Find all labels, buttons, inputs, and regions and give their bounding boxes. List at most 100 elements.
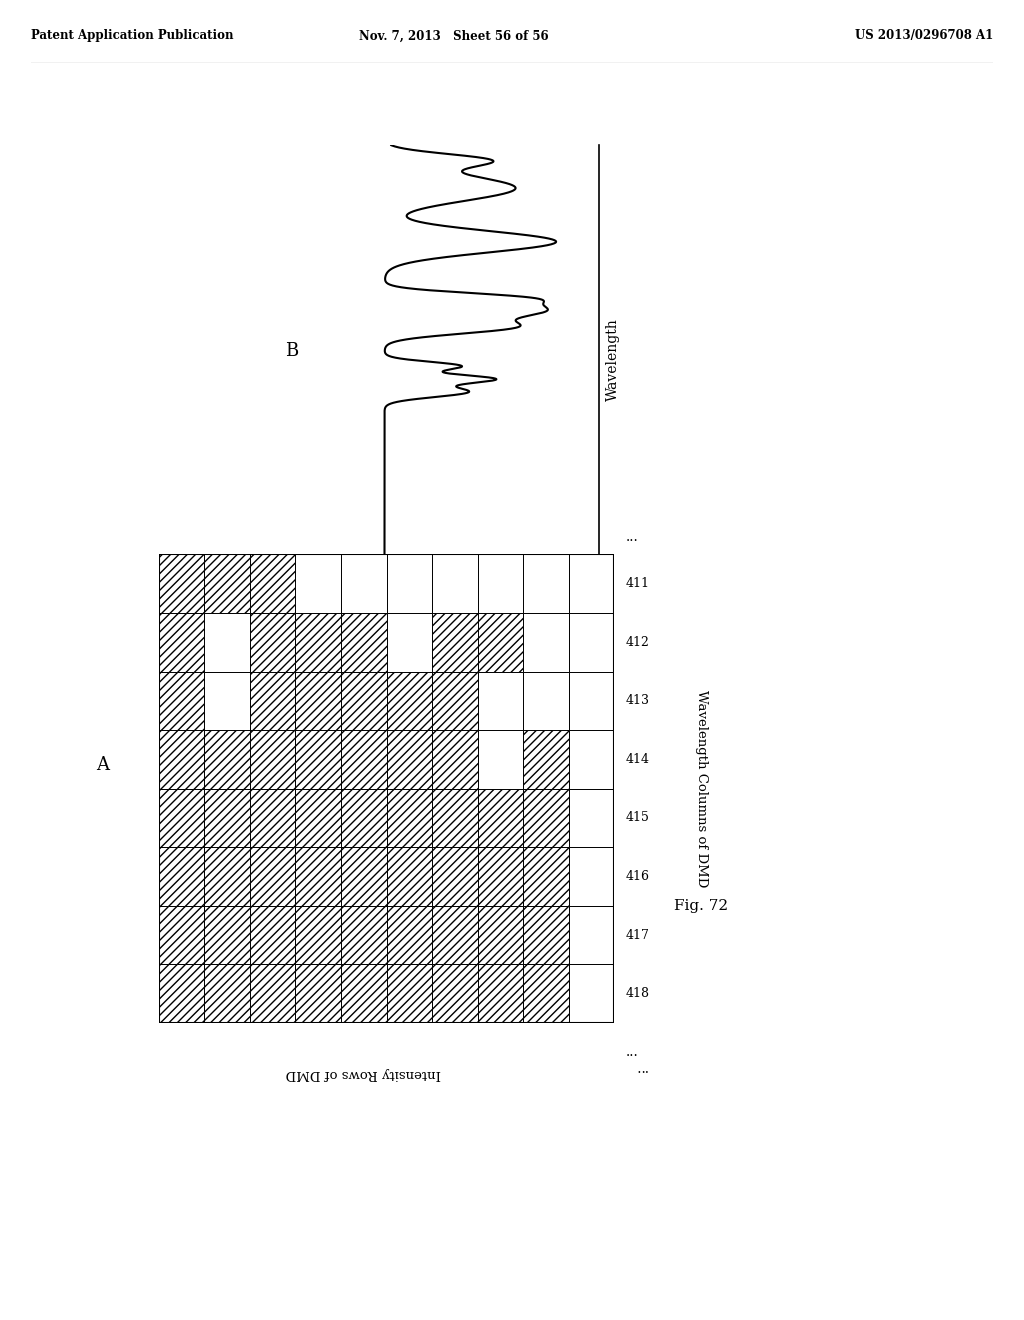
Text: B: B	[286, 342, 298, 360]
Bar	[523, 965, 569, 1023]
Bar	[159, 730, 205, 789]
Text: 418: 418	[626, 987, 650, 1001]
Bar	[569, 554, 614, 612]
Bar	[295, 789, 341, 847]
Bar	[159, 672, 205, 730]
Bar	[477, 906, 523, 965]
Bar	[432, 730, 477, 789]
Bar	[295, 672, 341, 730]
Bar	[523, 730, 569, 789]
Bar	[523, 906, 569, 965]
Bar	[386, 906, 432, 965]
Bar	[341, 965, 386, 1023]
Bar	[341, 672, 386, 730]
Bar	[569, 730, 614, 789]
Bar	[159, 847, 205, 906]
Bar	[523, 612, 569, 672]
Bar	[341, 847, 386, 906]
Bar	[477, 554, 523, 612]
Bar	[477, 612, 523, 672]
Bar	[341, 906, 386, 965]
Bar	[159, 965, 205, 1023]
Bar	[386, 789, 432, 847]
Bar	[386, 965, 432, 1023]
Bar	[250, 672, 295, 730]
Text: 413: 413	[626, 694, 650, 708]
Bar	[432, 965, 477, 1023]
Bar	[432, 672, 477, 730]
Bar	[569, 672, 614, 730]
Bar	[295, 906, 341, 965]
Bar	[250, 789, 295, 847]
Text: Patent Application Publication: Patent Application Publication	[31, 29, 233, 42]
Bar	[250, 965, 295, 1023]
Bar	[205, 672, 250, 730]
Bar	[250, 730, 295, 789]
Bar	[523, 672, 569, 730]
Text: 412: 412	[626, 636, 649, 648]
Text: ...: ...	[626, 1045, 639, 1059]
Bar	[205, 847, 250, 906]
Text: Wavelength Columns of DMD: Wavelength Columns of DMD	[695, 690, 708, 887]
Bar	[205, 554, 250, 612]
Bar	[205, 906, 250, 965]
Bar	[432, 906, 477, 965]
Bar	[295, 612, 341, 672]
Bar	[386, 612, 432, 672]
Y-axis label: Wavelength: Wavelength	[606, 318, 620, 401]
Bar	[569, 612, 614, 672]
Bar	[477, 965, 523, 1023]
Bar	[432, 847, 477, 906]
Bar	[295, 847, 341, 906]
Bar	[295, 730, 341, 789]
Bar	[205, 789, 250, 847]
Bar	[477, 847, 523, 906]
Bar	[569, 847, 614, 906]
Bar	[432, 789, 477, 847]
Bar	[523, 554, 569, 612]
Text: 417: 417	[626, 929, 649, 941]
Bar	[341, 612, 386, 672]
Bar	[205, 730, 250, 789]
Bar	[159, 789, 205, 847]
Text: 415: 415	[626, 812, 649, 825]
Bar	[386, 554, 432, 612]
Bar	[569, 906, 614, 965]
X-axis label: Intensity: Intensity	[456, 581, 517, 595]
Bar	[159, 906, 205, 965]
Bar	[386, 847, 432, 906]
Bar	[386, 730, 432, 789]
Text: 414: 414	[626, 752, 650, 766]
Bar	[341, 554, 386, 612]
Bar	[341, 730, 386, 789]
Text: Fig. 72: Fig. 72	[675, 899, 728, 913]
Bar	[569, 789, 614, 847]
Bar	[250, 847, 295, 906]
Bar	[432, 612, 477, 672]
Bar	[569, 965, 614, 1023]
Bar	[523, 847, 569, 906]
Bar	[386, 672, 432, 730]
Bar	[295, 554, 341, 612]
Bar	[205, 612, 250, 672]
Text: 416: 416	[626, 870, 650, 883]
Bar	[250, 906, 295, 965]
Bar	[159, 612, 205, 672]
Text: ...: ...	[626, 529, 639, 544]
Bar	[250, 554, 295, 612]
Bar	[341, 789, 386, 847]
Bar	[250, 612, 295, 672]
Text: 411: 411	[626, 577, 650, 590]
Text: A: A	[96, 756, 109, 775]
Bar	[477, 730, 523, 789]
Text: Nov. 7, 2013   Sheet 56 of 56: Nov. 7, 2013 Sheet 56 of 56	[359, 29, 549, 42]
Text: ...: ...	[634, 1067, 646, 1080]
Text: Intensity Rows of DMD: Intensity Rows of DMD	[286, 1067, 441, 1080]
Bar	[205, 965, 250, 1023]
Bar	[477, 789, 523, 847]
Text: US 2013/0296708 A1: US 2013/0296708 A1	[855, 29, 993, 42]
Bar	[432, 554, 477, 612]
Bar	[477, 672, 523, 730]
Bar	[295, 965, 341, 1023]
Bar	[523, 789, 569, 847]
